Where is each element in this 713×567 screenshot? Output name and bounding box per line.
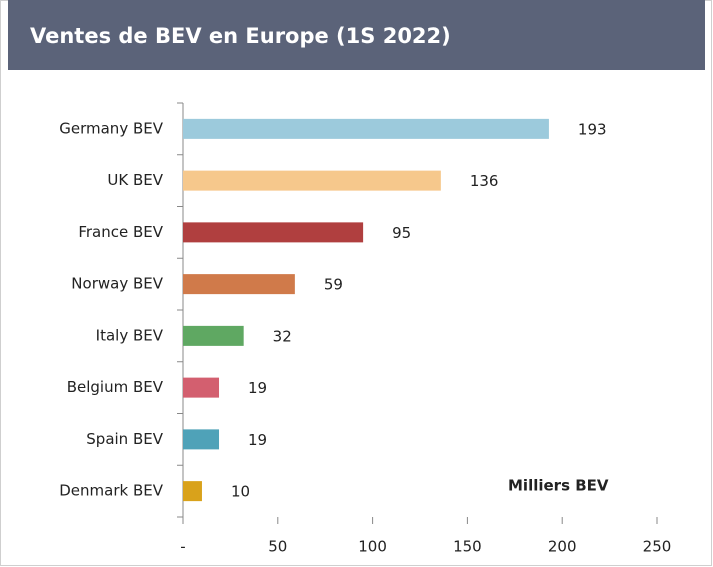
data-label: 193 — [578, 120, 607, 138]
bar — [183, 274, 295, 295]
x-tick-label: 200 — [548, 538, 577, 556]
bar — [183, 429, 220, 450]
category-label: France BEV — [78, 223, 163, 241]
category-label: Spain BEV — [86, 430, 163, 448]
category-label: UK BEV — [107, 171, 163, 189]
bar — [183, 377, 220, 398]
x-tick-label: 100 — [358, 538, 387, 556]
category-label: Norway BEV — [71, 275, 163, 293]
data-label: 95 — [392, 224, 411, 242]
title-bar — [8, 0, 705, 70]
bar — [183, 222, 364, 243]
chart-title: Ventes de BEV en Europe (1S 2022) — [30, 24, 451, 48]
data-label: 19 — [248, 379, 267, 397]
category-label: Italy BEV — [96, 326, 164, 344]
x-tick-label: - — [180, 538, 185, 556]
unit-annotation: Milliers BEV — [508, 477, 609, 495]
bar — [183, 325, 244, 346]
x-tick-label: 250 — [643, 538, 672, 556]
bar — [183, 481, 202, 502]
data-label: 32 — [273, 327, 292, 345]
category-label: Belgium BEV — [67, 378, 164, 396]
category-label: Denmark BEV — [59, 482, 163, 500]
bar — [183, 118, 549, 139]
data-label: 10 — [231, 483, 250, 501]
category-label: Germany BEV — [59, 119, 163, 137]
data-label: 19 — [248, 431, 267, 449]
x-tick-label: 150 — [453, 538, 482, 556]
x-tick-label: 50 — [268, 538, 287, 556]
bar — [183, 170, 441, 191]
data-label: 136 — [470, 172, 499, 190]
data-label: 59 — [324, 276, 343, 294]
